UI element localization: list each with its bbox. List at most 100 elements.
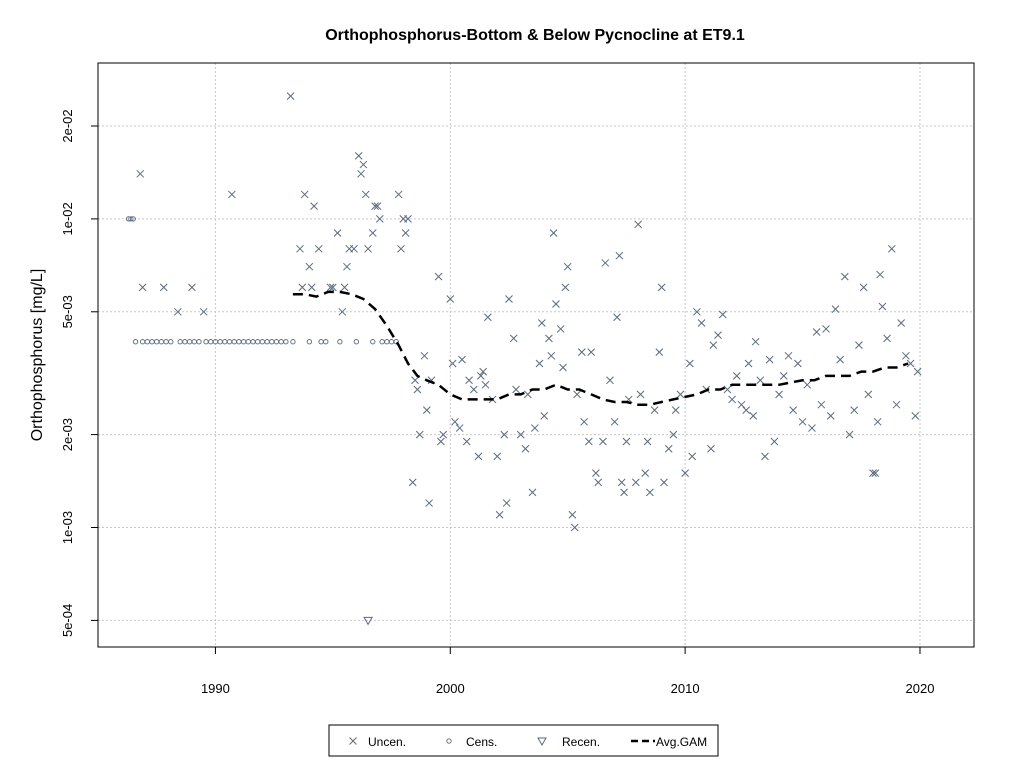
gam-line [292, 290, 909, 406]
uncensored-point [188, 283, 196, 292]
censored-point [269, 339, 275, 345]
uncensored-point [394, 190, 403, 199]
censored-point [154, 339, 160, 345]
censored-point [278, 339, 284, 345]
uncensored-point [173, 307, 182, 316]
uncensored-point [375, 215, 384, 223]
data-points [125, 92, 922, 626]
uncensored-point [469, 385, 478, 394]
uncensored-point [505, 295, 513, 303]
uncensored-point [636, 390, 645, 399]
censored-point [163, 339, 169, 345]
legend-label: Avg.GAM [656, 735, 707, 749]
y-tick-label: 5e-04 [60, 604, 75, 637]
uncensored-point [657, 283, 666, 292]
uncensored-point [897, 319, 906, 327]
censored-point [149, 339, 155, 345]
censored-point [236, 339, 242, 345]
uncensored-point [650, 406, 659, 415]
uncensored-point [328, 283, 337, 292]
uncensored-point [136, 169, 145, 178]
uncensored-point [286, 92, 295, 100]
y-axis-label: Orthophosphorus [mg/L] [29, 269, 46, 442]
uncensored-point [138, 283, 147, 292]
uncensored-point [401, 229, 410, 237]
uncensored-point [512, 385, 520, 394]
uncensored-point [864, 390, 873, 399]
uncensored-point [693, 307, 701, 316]
uncensored-point [789, 406, 798, 415]
uncensored-point [634, 220, 643, 229]
censored-point [337, 339, 343, 345]
uncensored-point [751, 337, 760, 346]
censored-point [240, 339, 247, 345]
uncensored-point [413, 385, 422, 394]
uncensored-point [902, 351, 910, 360]
uncensored-point [620, 488, 628, 497]
uncensored-point [535, 359, 544, 368]
uncensored-point [540, 412, 549, 420]
uncensored-point [484, 313, 492, 322]
uncensored-point [371, 202, 379, 210]
uncensored-point [305, 262, 314, 271]
uncensored-point [340, 283, 349, 292]
uncensored-point [850, 406, 859, 415]
uncensored-point [573, 390, 581, 399]
x-tick-label: 2020 [906, 681, 935, 696]
uncensored-point [310, 202, 318, 210]
uncensored-point [655, 348, 664, 357]
uncensored-point [812, 328, 821, 336]
uncensored-point [397, 244, 405, 253]
uncensored-point [840, 272, 849, 281]
uncensored-point [451, 417, 459, 426]
legend-label: Recen. [562, 735, 600, 749]
censored-point [323, 339, 329, 345]
uncensored-point [871, 469, 880, 478]
uncensored-point [878, 302, 887, 311]
censored-point [393, 339, 399, 345]
uncensored-point [676, 390, 685, 399]
uncensored-point [641, 469, 650, 478]
legend-label: Uncen. [368, 735, 406, 749]
censored-point [379, 339, 385, 345]
uncensored-point [718, 310, 727, 319]
uncensored-point [446, 295, 455, 303]
uncensored-point [606, 376, 614, 385]
uncensored-point [594, 478, 603, 487]
uncensored-point [587, 348, 596, 357]
y-tick-label: 5e-03 [60, 295, 75, 328]
uncensored-point [563, 262, 572, 271]
x-tick-label: 1990 [201, 681, 230, 696]
uncensored-point [361, 190, 370, 199]
censored-point [203, 339, 209, 345]
censored-point [226, 339, 233, 345]
uncensored-point [561, 283, 570, 292]
uncensored-point [664, 444, 673, 453]
uncensored-point [728, 395, 736, 404]
censored-point [388, 339, 395, 345]
uncensored-point [660, 478, 668, 487]
uncensored-point [761, 452, 769, 461]
uncensored-point [613, 313, 621, 322]
uncensored-point [528, 488, 537, 497]
uncensored-point [892, 400, 901, 409]
uncensored-point [822, 325, 830, 333]
uncensored-point [465, 376, 473, 385]
uncensored-point [495, 510, 504, 519]
uncensored-point [437, 437, 445, 446]
x-tick-label: 2000 [436, 681, 465, 696]
uncensored-point [368, 229, 377, 237]
uncensored-point [794, 359, 802, 368]
censored-point [168, 339, 174, 345]
uncensored-point [411, 376, 419, 385]
censored-point [318, 339, 324, 345]
uncensored-point [592, 469, 600, 478]
uncensored-point [479, 367, 488, 376]
uncensored-point [364, 244, 372, 253]
uncensored-point [354, 152, 363, 160]
uncensored-point [869, 469, 877, 478]
uncensored-point [448, 359, 457, 368]
censored-point [283, 339, 289, 345]
legend-triangle-down-swatch [537, 737, 547, 747]
uncensored-point [688, 452, 697, 461]
